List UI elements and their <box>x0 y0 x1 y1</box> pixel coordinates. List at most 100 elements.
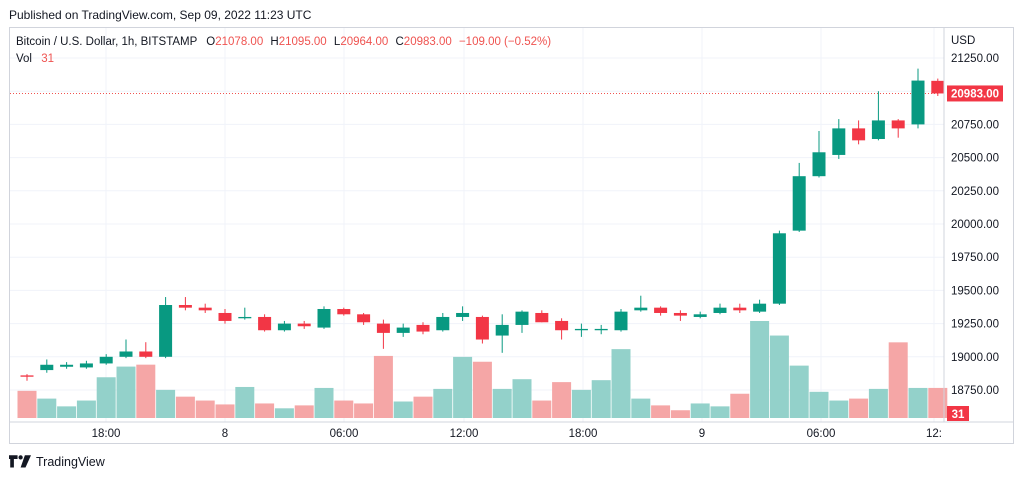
svg-text:20983.00: 20983.00 <box>951 88 999 100</box>
candle <box>40 359 54 373</box>
candle <box>693 311 707 319</box>
symbol-legend: Bitcoin / U.S. Dollar, 1h, BITSTAMP O210… <box>16 36 551 48</box>
candle-body <box>673 312 687 316</box>
y-tick-label: 20500.00 <box>951 153 999 165</box>
x-tick-label: 18:00 <box>569 428 598 440</box>
candle <box>832 119 846 159</box>
candle-body <box>852 128 866 141</box>
candle-body <box>911 80 925 125</box>
volume-bar <box>710 406 730 418</box>
volume-bar <box>492 388 512 418</box>
volume-bar <box>829 400 849 418</box>
high-label: H <box>270 36 279 48</box>
volume-bar <box>571 389 591 418</box>
candle-body <box>396 327 410 333</box>
symbol-name: Bitcoin / U.S. Dollar, 1h, BITSTAMP <box>16 36 198 48</box>
candle <box>416 322 430 335</box>
candle-body <box>456 312 470 317</box>
time-axis: 18:00 8 06:00 12:00 18:00 9 06:00 12: <box>92 428 942 440</box>
candle-body <box>79 363 93 368</box>
candle-body <box>733 307 747 311</box>
candle-body <box>495 324 509 336</box>
volume-bar <box>809 391 829 418</box>
volume-bar <box>274 408 294 418</box>
low-value: 20964.00 <box>340 36 389 48</box>
candle <box>713 303 727 315</box>
volume-bar <box>413 396 433 418</box>
candle <box>673 310 687 321</box>
candle <box>772 230 786 306</box>
brand-label: TradingView <box>36 455 105 469</box>
candle-body <box>178 305 192 308</box>
volume-bar <box>512 379 532 418</box>
open-value: 21078.00 <box>215 36 264 48</box>
candle <box>555 318 569 340</box>
y-tick-label: 19500.00 <box>951 285 999 297</box>
candle <box>297 320 311 329</box>
volume-tag: 31 <box>947 406 969 421</box>
tradingview-footer[interactable]: TradingView <box>9 455 105 469</box>
volume-bar <box>433 388 453 418</box>
candle <box>852 120 866 145</box>
volume-bar <box>532 400 552 418</box>
candle <box>357 312 371 325</box>
candle-layer <box>20 68 945 381</box>
volume-bar <box>769 335 789 418</box>
candle <box>495 314 509 353</box>
volume-bar <box>393 401 413 418</box>
candle-body <box>20 375 34 377</box>
volume-bar <box>552 382 572 418</box>
volume-bar <box>750 321 770 418</box>
low-label: L <box>333 36 341 48</box>
candle-body <box>99 356 113 364</box>
candle <box>654 306 668 316</box>
volume-bar <box>156 389 176 418</box>
candle-body <box>693 314 707 317</box>
volume-bar <box>888 342 908 418</box>
candle <box>436 312 450 332</box>
candle-body <box>159 305 173 357</box>
candle <box>317 306 331 329</box>
currency-label: USD <box>951 35 976 47</box>
y-tick-label: 21250.00 <box>951 53 999 65</box>
candle <box>871 91 885 141</box>
candle <box>574 323 588 337</box>
candle-body <box>792 176 806 231</box>
candle-body <box>198 307 212 311</box>
volume-bar <box>631 398 651 418</box>
candle-body <box>416 324 430 332</box>
candle <box>753 299 767 313</box>
volume-bar <box>670 410 690 418</box>
candle-body <box>475 316 489 340</box>
chart-frame <box>9 27 1014 444</box>
candle <box>812 131 826 178</box>
candle-body <box>337 308 351 315</box>
candle-body <box>238 316 252 319</box>
candle-body <box>594 328 608 331</box>
candle <box>634 295 648 312</box>
candle <box>119 339 133 359</box>
candle-body <box>436 316 450 331</box>
candle-body <box>357 314 371 323</box>
volume-bar <box>116 366 136 418</box>
candle <box>891 119 905 138</box>
candle-body <box>317 308 331 328</box>
volume-bar <box>235 386 255 418</box>
candle <box>99 354 113 365</box>
candle <box>376 319 390 349</box>
candle-body <box>60 364 74 367</box>
candle <box>198 303 212 313</box>
volume-bar <box>17 390 37 418</box>
candle-body <box>277 323 291 331</box>
volume-bar <box>136 364 156 418</box>
volume-bar <box>215 404 235 418</box>
volume-bar <box>908 387 928 418</box>
volume-bar <box>175 396 195 418</box>
y-tick-label: 20000.00 <box>951 219 999 231</box>
change-value: −109.00 (−0.52%) <box>458 36 552 48</box>
candle <box>535 310 549 323</box>
published-label: Published on TradingView.com, Sep 09, 20… <box>9 8 312 22</box>
candle <box>159 297 173 359</box>
candle-body <box>753 303 767 312</box>
